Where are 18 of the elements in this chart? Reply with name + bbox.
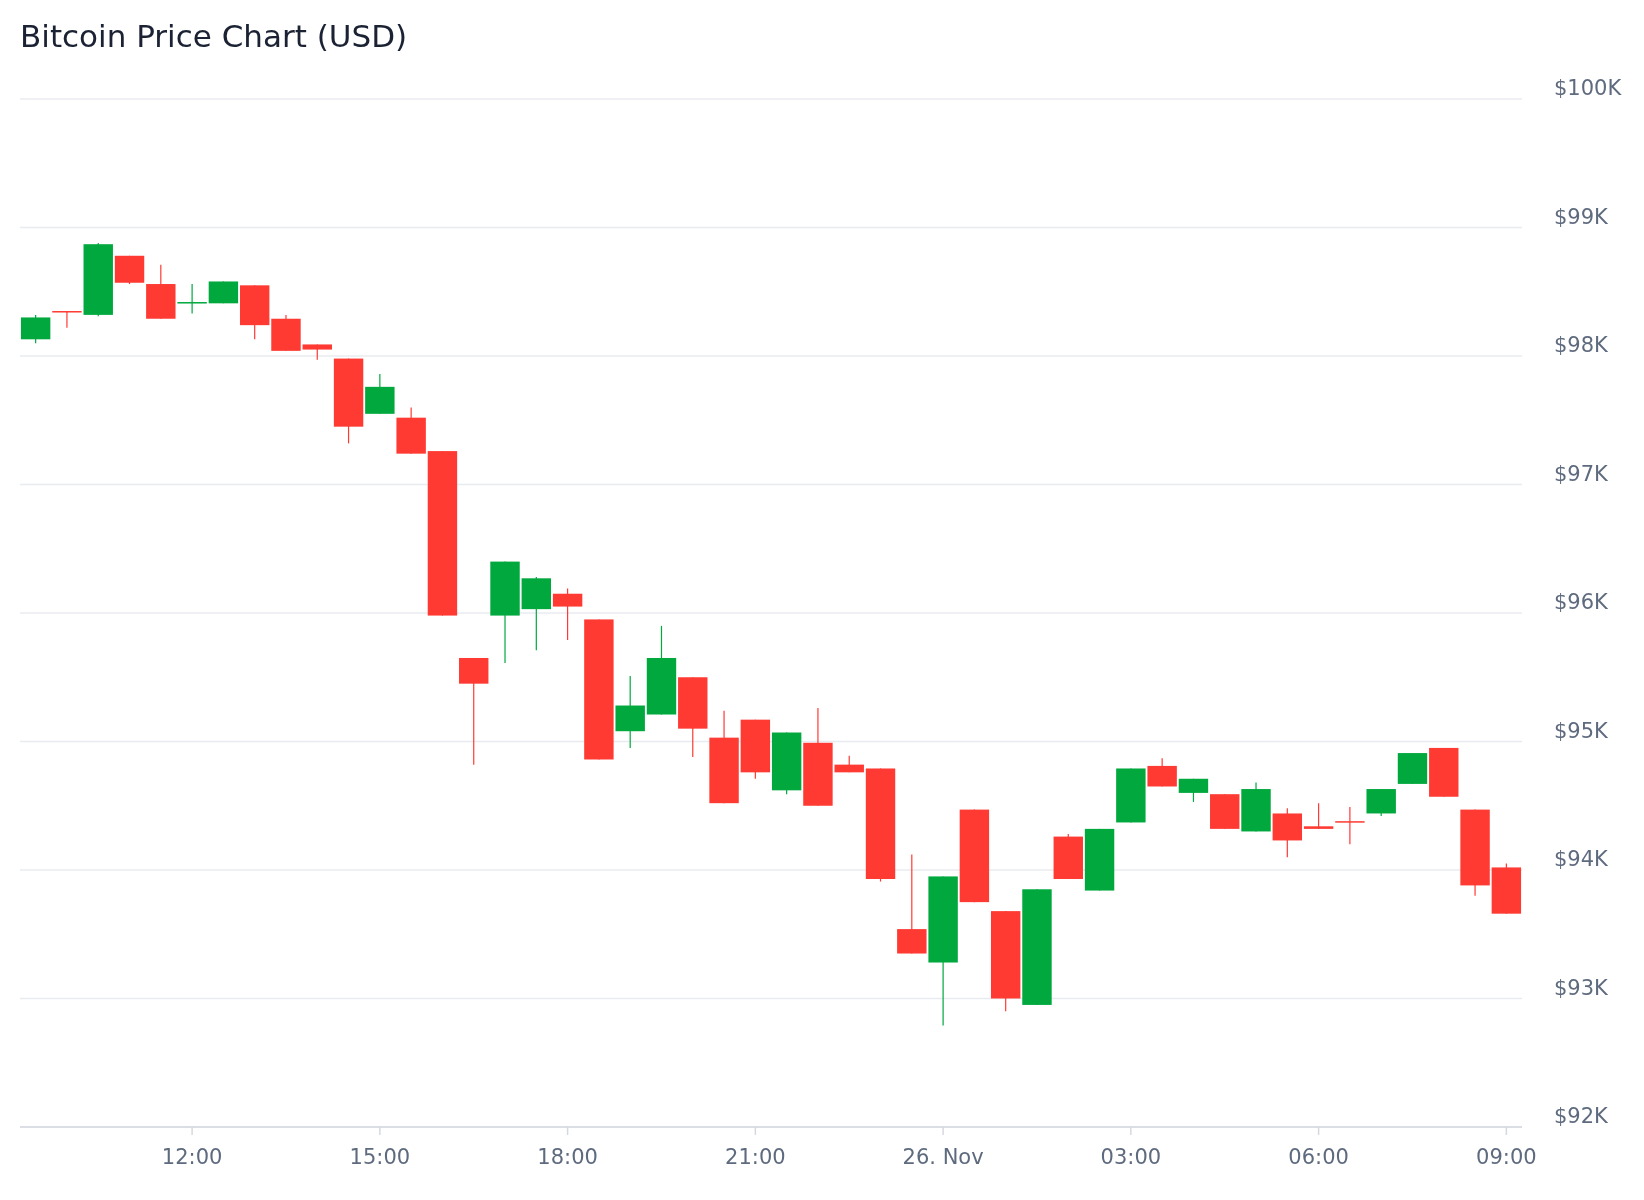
y-tick-label: $95K [1554,718,1610,743]
x-tick-label: 15:00 [349,1145,411,1169]
x-tick-label: 06:00 [1288,1145,1349,1169]
chart-title: Bitcoin Price Chart (USD) [20,18,408,54]
x-tick-label: 03:00 [1100,1145,1162,1169]
x-tick-label: 09:00 [1476,1145,1537,1169]
y-tick-label: $97K [1554,461,1610,486]
y-tick-label: $99K [1554,204,1610,229]
x-tick-label: 21:00 [725,1145,786,1169]
y-tick-label: $100K [1554,76,1623,100]
y-tick-label: $96K [1554,590,1610,614]
y-tick-label: $93K [1554,975,1610,1000]
x-tick-label: 18:00 [537,1145,598,1169]
y-tick-label: $98K [1554,333,1610,357]
y-tick-label: $94K [1554,847,1610,871]
y-tick-label: $92K [1554,1104,1610,1128]
x-tick-label: 12:00 [161,1145,223,1169]
x-tick-label: 26. Nov [902,1145,984,1169]
